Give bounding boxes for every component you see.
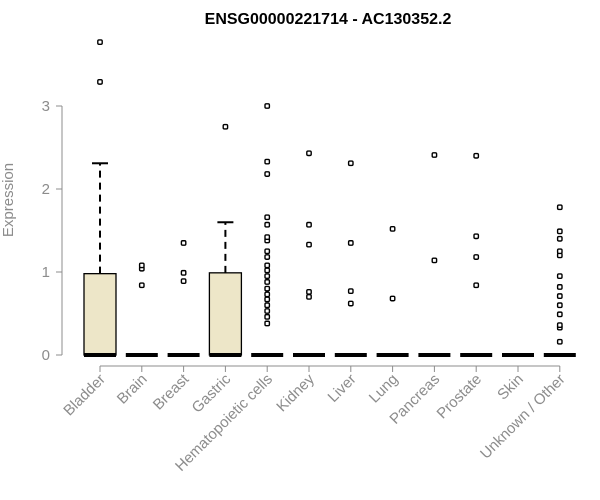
- outlier-point: [264, 234, 271, 241]
- outlier-point: [556, 204, 563, 211]
- outlier-point: [347, 160, 354, 167]
- outlier-point: [473, 152, 480, 159]
- y-tick-label: 1: [42, 264, 50, 281]
- outlier-point: [264, 273, 271, 280]
- outlier-point: [180, 240, 187, 246]
- outlier-point: [264, 158, 271, 165]
- outlier-point: [264, 308, 271, 314]
- outlier-point: [431, 152, 438, 158]
- outlier-point: [264, 302, 271, 309]
- outlier-point: [264, 313, 271, 320]
- outlier-point: [97, 79, 103, 85]
- outlier-point: [556, 235, 563, 242]
- outlier-point: [264, 262, 271, 269]
- x-tick-label: Kidney: [273, 370, 318, 415]
- outlier-point: [556, 228, 563, 235]
- outlier-point: [556, 322, 563, 329]
- outlier-point: [222, 123, 229, 130]
- outlier-point: [264, 320, 271, 327]
- outlier-point: [264, 296, 271, 303]
- outlier-point: [347, 300, 354, 307]
- outlier-point: [473, 233, 480, 240]
- outlier-point: [431, 257, 438, 264]
- outlier-point: [389, 295, 396, 302]
- outlier-point: [264, 221, 271, 228]
- outlier-point: [556, 284, 563, 290]
- outlier-point: [180, 269, 187, 276]
- outlier-point: [389, 225, 396, 232]
- outlier-point: [306, 294, 312, 300]
- outlier-point: [306, 221, 312, 228]
- box: [208, 272, 243, 356]
- x-tick-label: Brain: [114, 371, 151, 408]
- outlier-point: [473, 282, 480, 289]
- y-tick-label: 0: [42, 347, 50, 364]
- outlier-point: [264, 254, 271, 260]
- outlier-point: [347, 288, 354, 294]
- x-tick-label: Liver: [325, 371, 360, 406]
- outlier-point: [264, 214, 271, 221]
- x-tick-label: Prostate: [433, 371, 485, 423]
- x-tick-label: Bladder: [60, 371, 109, 420]
- outlier-point: [138, 262, 145, 269]
- outlier-point: [264, 103, 271, 109]
- y-tick-label: 2: [42, 181, 50, 198]
- y-axis-label: Expression: [0, 163, 17, 237]
- outlier-point: [556, 248, 563, 255]
- outlier-point: [138, 282, 145, 289]
- outlier-point: [556, 338, 563, 345]
- outlier-point: [556, 273, 563, 280]
- chart-title: ENSG00000221714 - AC130352.2: [205, 11, 452, 28]
- outlier-point: [264, 267, 271, 274]
- outlier-point: [556, 293, 563, 299]
- outlier-point: [180, 278, 187, 285]
- x-tick-label: Lung: [366, 371, 402, 407]
- outlier-point: [264, 248, 271, 255]
- x-tick-label: Breast: [150, 370, 193, 413]
- outlier-point: [97, 39, 103, 45]
- outlier-point: [556, 302, 563, 309]
- outlier-point: [264, 285, 271, 292]
- outlier-point: [264, 279, 271, 285]
- outlier-point: [306, 150, 312, 157]
- outlier-point: [264, 291, 271, 298]
- outlier-point: [556, 311, 563, 318]
- outlier-point: [264, 171, 271, 177]
- outlier-point: [347, 240, 354, 246]
- x-tick-label: Skin: [494, 371, 527, 404]
- outlier-point: [306, 241, 312, 248]
- outlier-point: [306, 289, 312, 295]
- box: [83, 273, 117, 356]
- y-tick-label: 3: [42, 98, 50, 115]
- outlier-point: [473, 254, 480, 260]
